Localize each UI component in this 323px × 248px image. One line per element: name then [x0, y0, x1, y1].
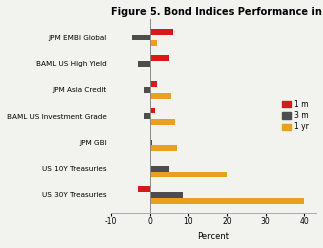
Bar [150, 145, 177, 151]
Bar [132, 35, 150, 40]
Bar [150, 108, 155, 113]
Bar [150, 140, 151, 145]
X-axis label: Percent: Percent [198, 232, 230, 241]
Bar [150, 93, 171, 99]
Bar [150, 55, 169, 61]
Bar [144, 87, 150, 93]
Bar [150, 198, 305, 204]
Legend: 1 m, 3 m, 1 yr: 1 m, 3 m, 1 yr [279, 97, 312, 134]
Bar [138, 186, 150, 192]
Bar [150, 40, 157, 46]
Bar [150, 166, 169, 172]
Bar [150, 172, 227, 177]
Bar [150, 119, 175, 125]
Bar [138, 61, 150, 67]
Bar [150, 192, 182, 198]
Text: Figure 5. Bond Indices Performance in USD: Figure 5. Bond Indices Performance in US… [111, 7, 323, 17]
Bar [144, 113, 150, 119]
Bar [150, 81, 157, 87]
Bar [150, 29, 173, 35]
